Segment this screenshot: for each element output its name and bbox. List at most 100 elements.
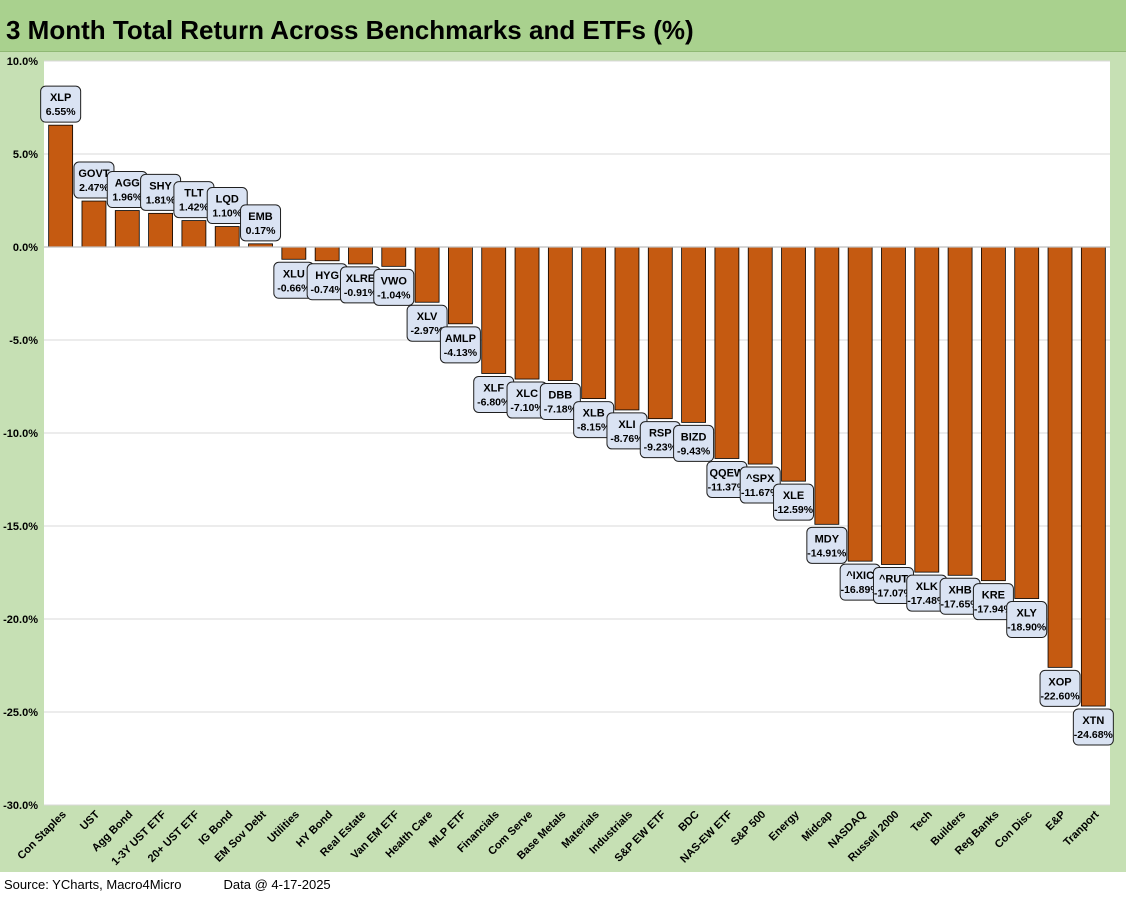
chart-frame: 10.0% 5.0% 0.0% -5.0% -10.0% -15.0% -20.0% -25.…: [0, 52, 1126, 872]
data-label: XLV -2.97%: [406, 304, 448, 342]
title-bar: 3 Month Total Return Across Benchmarks a…: [0, 0, 1126, 52]
data-label-ticker: XLRE: [346, 273, 375, 285]
data-label-value: 6.55%: [46, 106, 76, 118]
data-label: MDY -14.91%: [806, 526, 848, 564]
data-label: AGG 1.96%: [106, 171, 148, 209]
data-label: XLU -0.66%: [273, 261, 315, 299]
data-label-ticker: BIZD: [681, 431, 707, 443]
data-label-value: -11.37%: [708, 481, 747, 493]
data-label-ticker: LQD: [216, 194, 239, 206]
bar: [1047, 246, 1073, 668]
data-label-value: 1.81%: [146, 194, 176, 206]
data-label: AMLP -4.13%: [439, 326, 481, 364]
data-label: SHY 1.81%: [140, 173, 182, 211]
data-label-ticker: QQEW: [709, 467, 744, 479]
data-label: XLE -12.59%: [773, 483, 815, 521]
data-label: XHB -17.65%: [939, 577, 981, 615]
x-tick-label: UST: [78, 808, 102, 832]
data-label-box: [439, 326, 481, 364]
x-tick-label: Tech: [909, 808, 935, 834]
y-tick-label: -10.0%: [3, 428, 38, 440]
bar: [614, 246, 640, 411]
data-label: GOVT 2.47%: [73, 161, 115, 199]
bar: [1080, 246, 1106, 707]
bar: [881, 246, 906, 565]
y-tick-label: -5.0%: [9, 335, 38, 347]
data-label-value: -16.89%: [841, 584, 881, 596]
data-label-ticker: EMB: [248, 211, 273, 223]
data-label-value: -14.91%: [807, 547, 847, 559]
bar: [1014, 246, 1040, 599]
data-label: EMB 0.17%: [240, 204, 282, 242]
data-label-value: -24.68%: [1074, 729, 1114, 741]
data-label-ticker: TLT: [184, 188, 204, 200]
y-tick-label: -25.0%: [3, 707, 38, 719]
bar: [781, 246, 806, 482]
data-label-value: -1.04%: [377, 289, 411, 301]
data-label-ticker: XOP: [1048, 676, 1071, 688]
bar: [281, 246, 307, 260]
data-label-value: 1.10%: [212, 208, 242, 220]
y-tick-label: -30.0%: [3, 800, 38, 812]
x-tick-label: E&P: [1044, 809, 1068, 833]
bar: [514, 246, 540, 380]
data-label-ticker: XLV: [417, 311, 438, 323]
data-label-ticker: XLF: [483, 382, 504, 394]
bar: [547, 246, 573, 381]
data-label: ^IXIC -16.89%: [839, 563, 881, 601]
data-label: ^SPX -11.67%: [739, 466, 781, 504]
bar: [381, 246, 407, 267]
data-label: TLT 1.42%: [173, 181, 215, 219]
data-label-value: -9.23%: [644, 442, 678, 454]
x-tick-label: BDC: [676, 809, 701, 834]
data-label-ticker: RSP: [649, 428, 672, 440]
data-label: XLI -8.76%: [606, 412, 648, 450]
data-label-ticker: ^IXIC: [846, 570, 874, 582]
data-label-value: -8.76%: [610, 433, 644, 445]
data-label-ticker: AGG: [115, 178, 140, 190]
data-label-value: -17.07%: [874, 588, 914, 600]
y-tick-label: 5.0%: [13, 149, 38, 161]
data-label-box: [673, 424, 715, 462]
bar: [847, 246, 873, 562]
bar: [148, 212, 173, 248]
chart-title: 3 Month Total Return Across Benchmarks a…: [6, 15, 694, 45]
bar: [448, 246, 473, 325]
data-label-box: [373, 268, 415, 306]
data-label: ^RUT -17.07%: [872, 567, 914, 605]
x-tick-label: Energy: [767, 808, 802, 843]
data-label-box: [40, 85, 82, 123]
data-label-ticker: HYG: [315, 270, 339, 282]
data-label: KRE -17.94%: [972, 583, 1014, 621]
bar-chart: 10.0% 5.0% 0.0% -5.0% -10.0% -15.0% -20.0% -25.…: [3, 56, 1114, 868]
data-label-box: [773, 483, 815, 521]
bar: [581, 246, 607, 399]
data-label-value: -18.90%: [1007, 622, 1047, 634]
data-label-ticker: SHY: [149, 180, 172, 192]
source-note: Source: YCharts, Macro4Micro: [4, 877, 182, 892]
data-label: XLC -7.10%: [506, 381, 548, 419]
data-label: XLRE -0.91%: [339, 266, 381, 304]
data-label-box: [1006, 601, 1048, 639]
data-label-ticker: KRE: [982, 590, 1005, 602]
data-label-ticker: MDY: [815, 533, 840, 545]
y-tick-label: 10.0%: [7, 56, 38, 68]
bar: [947, 246, 973, 576]
bar: [114, 210, 140, 248]
data-label-value: -2.97%: [410, 325, 444, 337]
data-label: XLP 6.55%: [40, 85, 82, 123]
bar: [914, 246, 940, 573]
y-tick-label: -20.0%: [3, 614, 38, 626]
data-label: XLK -17.48%: [906, 574, 948, 612]
y-tick-label: -15.0%: [3, 521, 38, 533]
bar: [81, 200, 107, 248]
data-label-value: -17.94%: [974, 604, 1014, 616]
data-label-value: -8.15%: [577, 422, 611, 434]
data-label-ticker: XLC: [516, 388, 538, 400]
data-label: VWO -1.04%: [373, 268, 415, 306]
data-label-value: -12.59%: [774, 504, 814, 516]
data-label-ticker: XLK: [916, 581, 938, 593]
data-label-value: -17.65%: [941, 598, 981, 610]
data-label-box: [406, 304, 448, 342]
data-label-ticker: XLB: [583, 408, 605, 420]
